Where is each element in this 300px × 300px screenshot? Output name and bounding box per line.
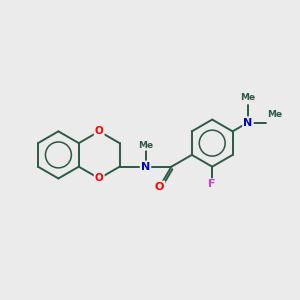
Text: O: O bbox=[95, 173, 103, 184]
Text: N: N bbox=[243, 118, 253, 128]
Text: Me: Me bbox=[138, 141, 153, 150]
Text: N: N bbox=[141, 162, 150, 172]
Text: F: F bbox=[208, 179, 216, 189]
Text: O: O bbox=[155, 182, 164, 192]
Text: O: O bbox=[95, 126, 103, 136]
Text: Me: Me bbox=[240, 93, 256, 102]
Text: Me: Me bbox=[267, 110, 282, 119]
